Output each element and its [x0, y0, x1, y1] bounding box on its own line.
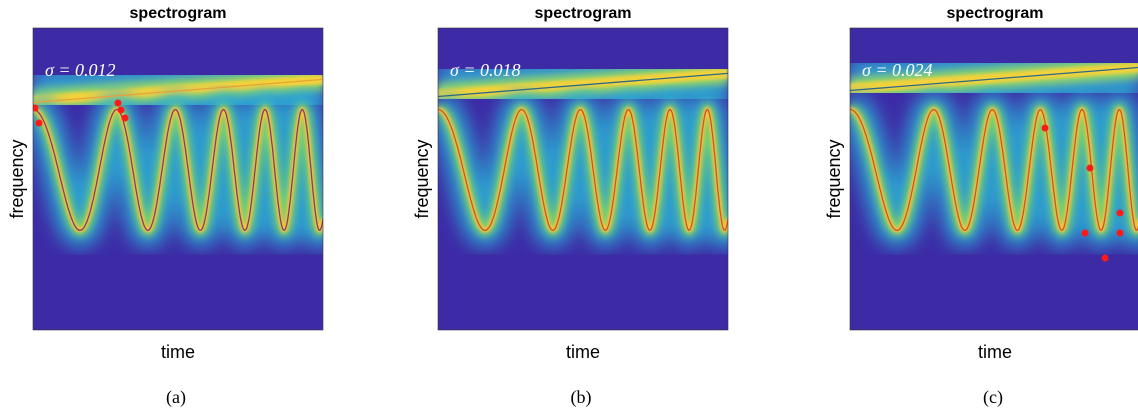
- ridge-chirp: [438, 108, 728, 232]
- spectrogram-image: [850, 28, 1138, 330]
- ridge-band: [33, 78, 323, 104]
- ridge-marker: [121, 114, 129, 122]
- ridge-marker: [35, 119, 43, 127]
- sigma-annotation: σ = 0.012: [45, 60, 116, 80]
- caption: (c): [983, 387, 1003, 408]
- ridge-marker: [117, 106, 125, 114]
- y-axis-label: frequency: [7, 139, 27, 218]
- ridge-marker: [1086, 164, 1094, 172]
- panel: spectrogram σ = 0.012 time frequency (a): [7, 5, 324, 408]
- ridge-marker: [1081, 229, 1089, 237]
- sigma-annotation: σ = 0.018: [450, 60, 521, 80]
- ridge-marker: [114, 99, 122, 107]
- x-axis-label: time: [978, 342, 1012, 362]
- ridge-band: [438, 72, 728, 98]
- spectrogram-image: [33, 28, 323, 330]
- y-axis-label: frequency: [412, 139, 432, 218]
- ridge-marker: [1116, 209, 1124, 217]
- panel: spectrogram σ = 0.024 time frequency (c): [824, 5, 1138, 408]
- x-axis-label: time: [161, 342, 195, 362]
- ridge-marker: [1101, 254, 1109, 262]
- ridge-marker: [1116, 229, 1124, 237]
- y-axis-label: frequency: [824, 139, 844, 218]
- caption: (b): [571, 387, 592, 408]
- plot-frame: [849, 27, 1138, 331]
- x-axis-label: time: [566, 342, 600, 362]
- sigma-annotation: σ = 0.024: [862, 60, 933, 80]
- plot-frame: [437, 27, 729, 331]
- ridge-marker: [1041, 124, 1049, 132]
- caption: (a): [166, 387, 186, 408]
- plot-frame: [32, 27, 324, 331]
- panel: spectrogram σ = 0.018 time frequency (b): [412, 5, 729, 408]
- panel-title: spectrogram: [130, 5, 227, 22]
- ridge-chirp: [33, 108, 323, 232]
- ridge-band: [850, 66, 1138, 92]
- panel-title: spectrogram: [535, 5, 632, 22]
- panel-title: spectrogram: [947, 5, 1044, 22]
- ridge-marker: [33, 104, 39, 112]
- spectrogram-image: [438, 28, 728, 330]
